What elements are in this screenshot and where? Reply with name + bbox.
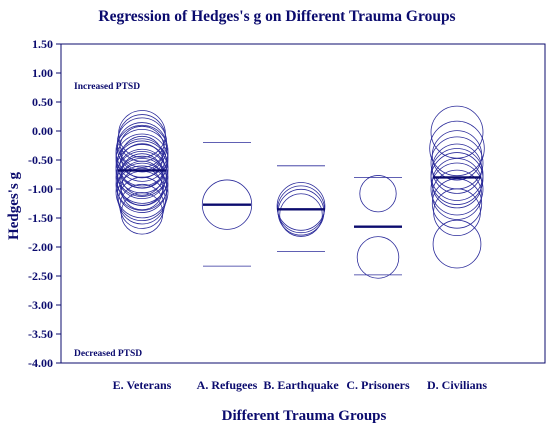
group-a-refugees [201,142,253,267]
x-category-label: A. Refugees [197,378,258,392]
effect-circle [120,167,164,211]
y-tick-label: 1.00 [32,66,53,80]
y-tick-label: -3.00 [28,298,53,312]
effect-circle [430,148,484,201]
effect-circle [120,153,164,196]
annotation-decreased: Decreased PTSD [74,349,142,359]
x-category-label: C. Prisoners [346,378,410,392]
y-tick-label: -2.50 [28,269,53,283]
annotation-increased: Increased PTSD [74,82,140,92]
y-tick-label: -1.50 [28,211,53,225]
effect-circle [276,182,326,231]
effect-circle [431,143,483,194]
y-tick-label: 1.50 [32,37,53,51]
y-tick-label: -2.00 [28,240,53,254]
effect-circle [279,193,323,237]
group-d-civilians [429,105,485,269]
y-axis-title: Hedges's g [6,172,22,240]
x-category-label: D. Civilians [427,378,487,392]
effect-circle [201,179,253,230]
effect-circle [430,152,484,205]
plot-marks [115,105,485,279]
effect-circle [119,183,165,229]
effect-circle [115,128,169,182]
effect-circle [431,158,483,209]
effect-circle [431,178,483,229]
y-tick-label: 0.00 [32,124,53,138]
effect-circle [433,188,481,237]
effect-circle [116,148,168,200]
y-tick-label: -0.50 [28,153,53,167]
x-axis: E. Veterans A. Refugees B. Earthquake C. Pr… [113,378,488,392]
y-tick-label: -4.00 [28,356,53,370]
x-category-label: B. Earthquake [263,378,339,392]
x-category-label: E. Veterans [113,378,172,392]
effect-circle [119,160,165,206]
effect-circle [115,144,169,197]
effect-circle [118,176,166,225]
y-tick-label: 0.50 [32,95,53,109]
effect-circle [120,192,164,235]
effect-circle [430,162,484,216]
effect-circle [116,170,168,222]
effect-circle [115,165,169,219]
group-c-prisoners [354,175,402,279]
group-e-veterans [115,110,169,235]
effect-circle [118,114,166,162]
group-b-earthquake [276,165,326,253]
effect-circle [120,135,164,179]
y-axis: 1.50 1.00 0.50 0.00 -0.50 -1.00 -1.50 -2.00 -2.5… [28,37,61,370]
y-tick-label: -1.00 [28,182,53,196]
y-tick-label: -3.50 [28,327,53,341]
effect-circle [116,162,168,213]
x-axis-title: Different Trauma Groups [222,408,387,424]
effect-circle [431,169,483,220]
effect-circle [430,105,484,159]
effect-circle [429,120,485,177]
effect-circle [356,236,400,279]
plot-frame [60,43,546,364]
effect-circle [115,133,169,187]
effect-circle [119,143,165,189]
effect-circle [432,219,482,269]
effect-circle [115,150,169,204]
chart-title: Regression of Hedges's g on Different Tr… [98,8,455,25]
effect-circle [277,188,325,236]
effect-circle [119,125,165,171]
effect-circle [115,157,169,211]
effect-circle [359,175,397,213]
